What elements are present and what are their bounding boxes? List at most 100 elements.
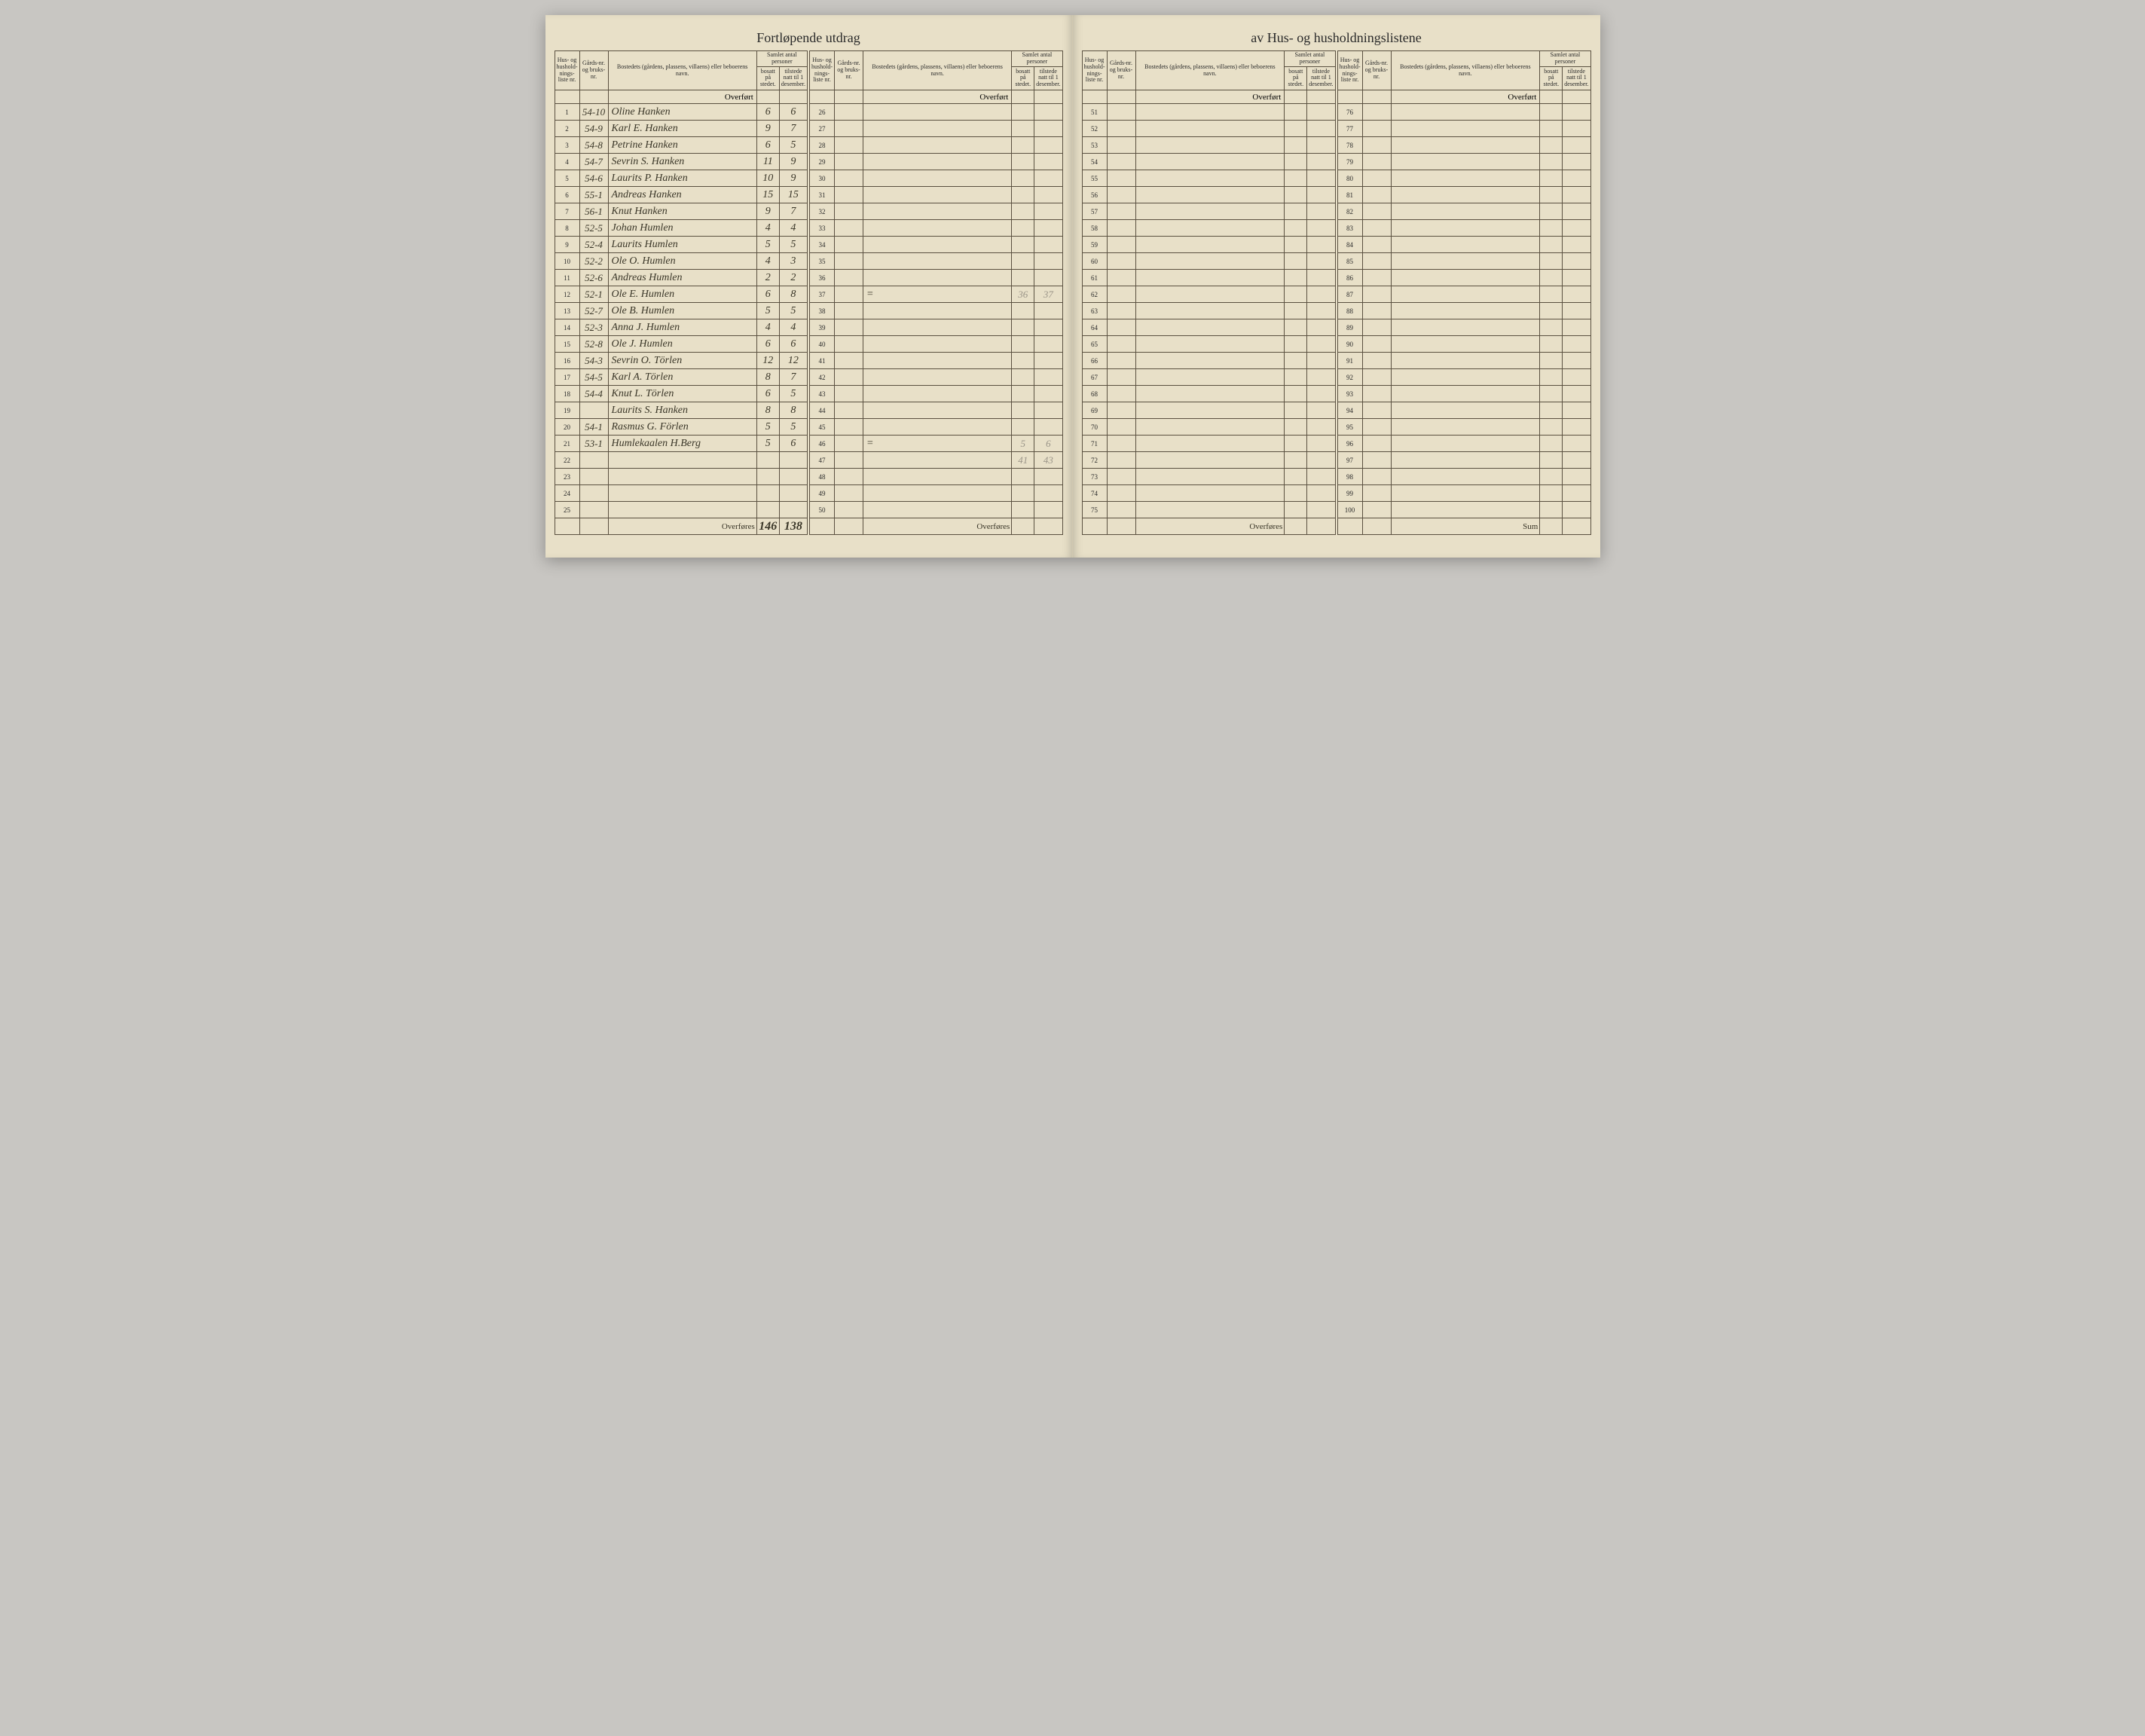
resident-name bbox=[1391, 419, 1540, 436]
resident-name bbox=[1135, 137, 1285, 154]
resident-name bbox=[1135, 319, 1285, 336]
tilstede-count: 4 bbox=[779, 319, 807, 336]
table-row: 59 bbox=[1082, 237, 1335, 253]
resident-name bbox=[1391, 452, 1540, 469]
resident-name bbox=[1135, 270, 1285, 286]
overfores-label: Overføres bbox=[608, 518, 756, 535]
resident-name bbox=[1391, 485, 1540, 502]
gard-nr bbox=[835, 469, 863, 485]
gard-nr bbox=[1362, 253, 1391, 270]
bosatt-count bbox=[1012, 469, 1034, 485]
bosatt-count bbox=[1540, 270, 1563, 286]
row-number: 28 bbox=[810, 137, 835, 154]
resident-name bbox=[1391, 386, 1540, 402]
tilstede-count: 5 bbox=[779, 137, 807, 154]
ledger-book: Fortløpende utdrag Hus- og hushold-nings… bbox=[545, 15, 1600, 558]
gard-nr bbox=[835, 485, 863, 502]
bosatt-count bbox=[1540, 353, 1563, 369]
tilstede-count bbox=[1307, 170, 1335, 187]
bosatt-count bbox=[1540, 485, 1563, 502]
gard-nr bbox=[835, 452, 863, 469]
tilstede-count bbox=[1307, 386, 1335, 402]
table-row: 655-1Andreas Hanken1515 bbox=[555, 187, 808, 203]
table-row: 1152-6Andreas Humlen22 bbox=[555, 270, 808, 286]
gard-nr bbox=[1362, 485, 1391, 502]
tilstede-count: 6 bbox=[779, 104, 807, 121]
resident-name: Rasmus G. Förlen bbox=[608, 419, 756, 436]
resident-name bbox=[1391, 270, 1540, 286]
resident-name: Ole E. Humlen bbox=[608, 286, 756, 303]
table-row: 76 bbox=[1337, 104, 1590, 121]
resident-name bbox=[863, 353, 1012, 369]
tilstede-count bbox=[1563, 469, 1590, 485]
row-number: 1 bbox=[555, 104, 579, 121]
gard-nr bbox=[835, 137, 863, 154]
th-tilstede: tilstede natt til 1 desember. bbox=[779, 66, 807, 90]
gard-nr bbox=[1362, 502, 1391, 518]
row-number: 55 bbox=[1082, 170, 1107, 187]
tilstede-count bbox=[1307, 419, 1335, 436]
bosatt-count bbox=[1012, 419, 1034, 436]
tilstede-count bbox=[1563, 237, 1590, 253]
row-number: 11 bbox=[555, 270, 579, 286]
th-tilstede: tilstede natt til 1 desember. bbox=[1307, 66, 1335, 90]
th-gard: Gårds-nr. og bruks-nr. bbox=[835, 51, 863, 90]
table-row: 554-6Laurits P. Hanken109 bbox=[555, 170, 808, 187]
resident-name bbox=[1135, 452, 1285, 469]
bosatt-count bbox=[1285, 402, 1307, 419]
resident-name bbox=[1391, 121, 1540, 137]
resident-name bbox=[863, 237, 1012, 253]
tilstede-count: 2 bbox=[779, 270, 807, 286]
table-row: 39 bbox=[810, 319, 1063, 336]
row-number: 44 bbox=[810, 402, 835, 419]
table-row: 80 bbox=[1337, 170, 1590, 187]
tilstede-count bbox=[1563, 319, 1590, 336]
gard-nr bbox=[1362, 336, 1391, 353]
table-row: 1552-8Ole J. Humlen66 bbox=[555, 336, 808, 353]
resident-name bbox=[1391, 154, 1540, 170]
table-row: 93 bbox=[1337, 386, 1590, 402]
gard-nr bbox=[835, 336, 863, 353]
bosatt-count bbox=[1285, 121, 1307, 137]
tilstede-count: 9 bbox=[779, 170, 807, 187]
gard-nr bbox=[1107, 452, 1135, 469]
row-number: 30 bbox=[810, 170, 835, 187]
row-number: 56 bbox=[1082, 187, 1107, 203]
resident-name: Humlekaalen H.Berg bbox=[608, 436, 756, 452]
tilstede-count: 37 bbox=[1034, 286, 1062, 303]
resident-name bbox=[1391, 137, 1540, 154]
row-number: 36 bbox=[810, 270, 835, 286]
tilstede-count: 5 bbox=[779, 419, 807, 436]
gard-nr bbox=[835, 303, 863, 319]
tilstede-count bbox=[1307, 121, 1335, 137]
th-tilstede: tilstede natt til 1 desember. bbox=[1034, 66, 1062, 90]
table-row: 71 bbox=[1082, 436, 1335, 452]
bosatt-count bbox=[756, 502, 779, 518]
tilstede-count bbox=[1307, 237, 1335, 253]
tilstede-count bbox=[1034, 237, 1062, 253]
gard-nr bbox=[1107, 303, 1135, 319]
gard-nr bbox=[579, 469, 608, 485]
bosatt-count bbox=[1285, 469, 1307, 485]
row-number: 98 bbox=[1337, 469, 1362, 485]
gard-nr bbox=[1107, 121, 1135, 137]
gard-nr bbox=[1107, 137, 1135, 154]
row-number: 22 bbox=[555, 452, 579, 469]
bosatt-count: 6 bbox=[756, 137, 779, 154]
gard-nr bbox=[835, 121, 863, 137]
row-number: 16 bbox=[555, 353, 579, 369]
row-number: 80 bbox=[1337, 170, 1362, 187]
resident-name bbox=[1135, 253, 1285, 270]
gard-nr: 54-9 bbox=[579, 121, 608, 137]
row-number: 25 bbox=[555, 502, 579, 518]
resident-name bbox=[1391, 104, 1540, 121]
gard-nr bbox=[1107, 369, 1135, 386]
gard-nr: 54-1 bbox=[579, 419, 608, 436]
table-row: 66 bbox=[1082, 353, 1335, 369]
row-number: 50 bbox=[810, 502, 835, 518]
bosatt-count bbox=[1540, 303, 1563, 319]
row-number: 52 bbox=[1082, 121, 1107, 137]
resident-name bbox=[1135, 336, 1285, 353]
bosatt-count bbox=[1285, 187, 1307, 203]
tilstede-count: 8 bbox=[779, 286, 807, 303]
